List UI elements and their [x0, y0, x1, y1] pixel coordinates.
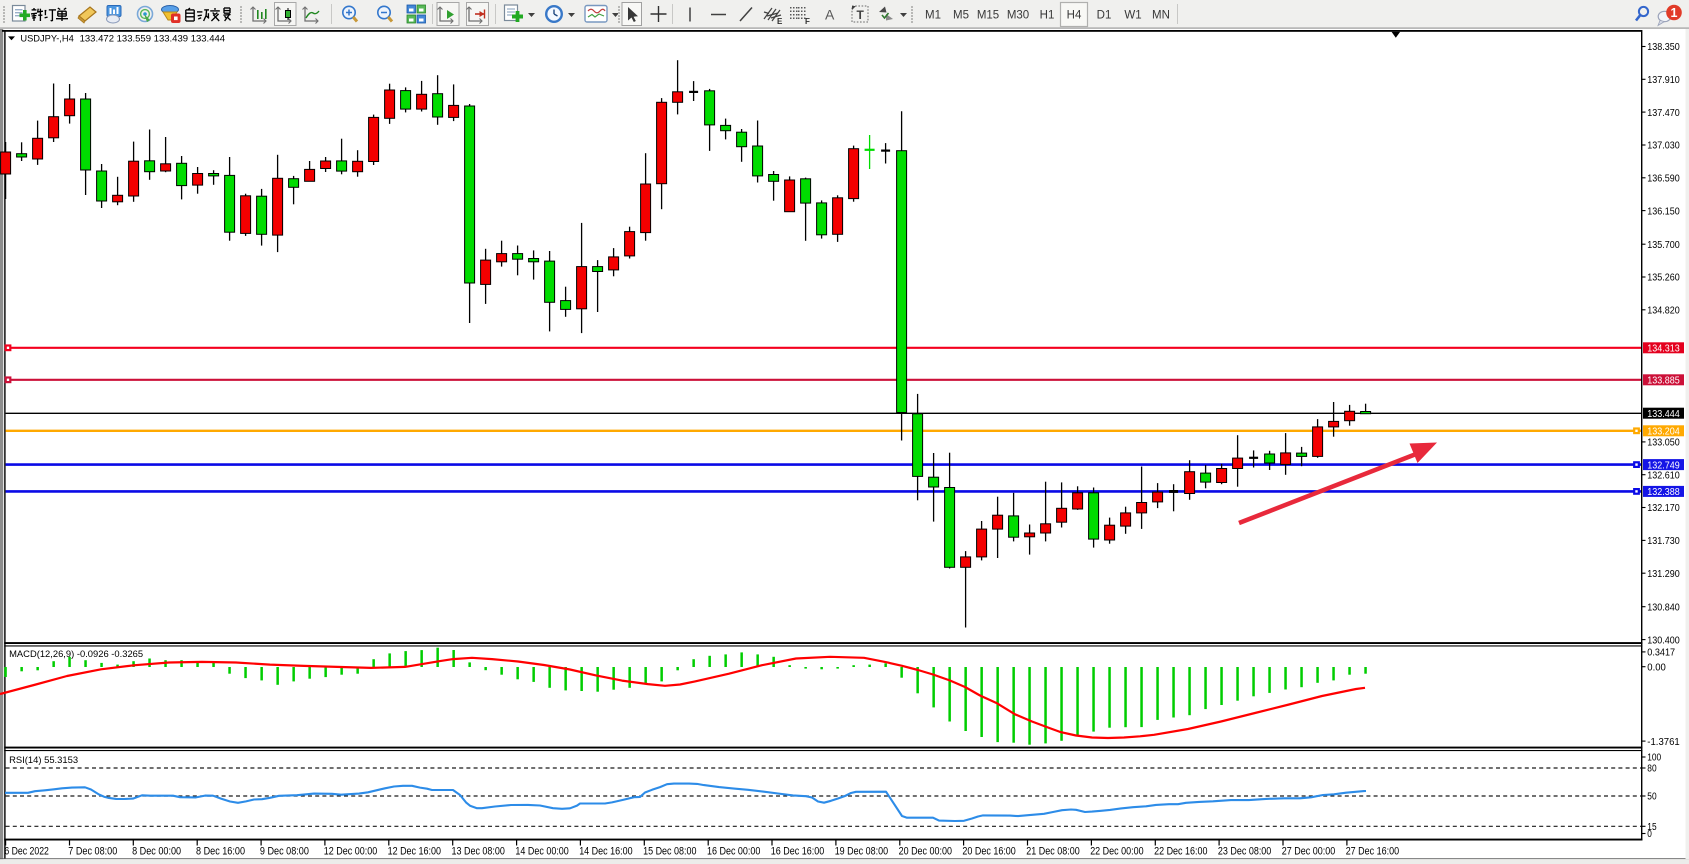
svg-text:15: 15: [1647, 822, 1657, 833]
svg-text:W1: W1: [1124, 10, 1141, 22]
svg-text:MN: MN: [1152, 10, 1170, 22]
svg-text:27 Dec 16:00: 27 Dec 16:00: [1346, 846, 1399, 858]
svg-text:136.150: 136.150: [1647, 206, 1680, 217]
svg-text:0: 0: [1647, 829, 1652, 840]
svg-text:133.444: 133.444: [1647, 409, 1680, 420]
svg-text:133.472 133.559 133.439 133.44: 133.472 133.559 133.439 133.444: [80, 34, 226, 44]
svg-text:134.313: 134.313: [1647, 344, 1680, 355]
svg-text:6 Dec 2022: 6 Dec 2022: [4, 846, 49, 858]
svg-text:F: F: [805, 17, 810, 26]
svg-text:12 Dec 16:00: 12 Dec 16:00: [388, 846, 441, 858]
svg-text:H4: H4: [1067, 10, 1082, 22]
svg-text:27 Dec 00:00: 27 Dec 00:00: [1282, 846, 1335, 858]
svg-text:133.885: 133.885: [1647, 376, 1680, 387]
svg-text:133.050: 133.050: [1647, 438, 1680, 449]
svg-text:135.700: 135.700: [1647, 240, 1680, 251]
svg-text:A: A: [825, 7, 835, 23]
svg-text:MACD(12,26,9) -0.0926 -0.3265: MACD(12,26,9) -0.0926 -0.3265: [9, 649, 143, 659]
svg-text:-1.3761: -1.3761: [1647, 737, 1680, 748]
svg-text:8 Dec 00:00: 8 Dec 00:00: [132, 846, 181, 858]
svg-text:100: 100: [1647, 753, 1661, 764]
svg-text:0.00: 0.00: [1647, 662, 1666, 673]
svg-text:E: E: [777, 17, 783, 26]
svg-text:20 Dec 16:00: 20 Dec 16:00: [962, 846, 1015, 858]
svg-text:131.290: 131.290: [1647, 569, 1680, 580]
svg-text:134.820: 134.820: [1647, 306, 1680, 317]
svg-text:21 Dec 08:00: 21 Dec 08:00: [1026, 846, 1079, 858]
svg-text:14 Dec 00:00: 14 Dec 00:00: [515, 846, 568, 858]
svg-text:14 Dec 16:00: 14 Dec 16:00: [579, 846, 632, 858]
svg-text:137.470: 137.470: [1647, 108, 1680, 119]
svg-text:131.730: 131.730: [1647, 536, 1680, 547]
svg-text:0.3417: 0.3417: [1647, 648, 1675, 659]
svg-text:1: 1: [1671, 6, 1678, 20]
svg-text:137.030: 137.030: [1647, 141, 1680, 152]
svg-text:132.749: 132.749: [1647, 460, 1680, 471]
svg-text:15 Dec 08:00: 15 Dec 08:00: [643, 846, 696, 858]
svg-text:20 Dec 00:00: 20 Dec 00:00: [899, 846, 952, 858]
svg-text:M30: M30: [1007, 10, 1029, 22]
svg-text:136.590: 136.590: [1647, 174, 1680, 185]
svg-text:USDJPY-,H4: USDJPY-,H4: [20, 34, 73, 44]
svg-text:RSI(14) 55.3153: RSI(14) 55.3153: [9, 755, 78, 765]
svg-text:23 Dec 08:00: 23 Dec 08:00: [1218, 846, 1271, 858]
svg-text:132.610: 132.610: [1647, 470, 1680, 481]
svg-text:D1: D1: [1097, 10, 1112, 22]
svg-text:M1: M1: [925, 10, 941, 22]
svg-text:132.388: 132.388: [1647, 487, 1680, 498]
svg-text:132.170: 132.170: [1647, 503, 1680, 514]
svg-text:H1: H1: [1040, 10, 1055, 22]
svg-text:138.350: 138.350: [1647, 42, 1680, 53]
svg-text:7 Dec 08:00: 7 Dec 08:00: [68, 846, 117, 858]
svg-text:137.910: 137.910: [1647, 75, 1680, 86]
svg-text:13 Dec 08:00: 13 Dec 08:00: [452, 846, 505, 858]
svg-text:M15: M15: [977, 10, 999, 22]
svg-text:133.204: 133.204: [1647, 427, 1680, 438]
svg-text:8 Dec 16:00: 8 Dec 16:00: [196, 846, 245, 858]
svg-text:22 Dec 16:00: 22 Dec 16:00: [1154, 846, 1207, 858]
svg-text:135.260: 135.260: [1647, 273, 1680, 284]
svg-text:9 Dec 08:00: 9 Dec 08:00: [260, 846, 309, 858]
svg-text:130.840: 130.840: [1647, 602, 1680, 613]
svg-text:16 Dec 16:00: 16 Dec 16:00: [771, 846, 824, 858]
svg-text:M5: M5: [953, 10, 969, 22]
svg-text:16 Dec 00:00: 16 Dec 00:00: [707, 846, 760, 858]
svg-text:12 Dec 00:00: 12 Dec 00:00: [324, 846, 377, 858]
svg-text:130.400: 130.400: [1647, 635, 1680, 646]
svg-text:80: 80: [1647, 764, 1657, 775]
svg-text:T: T: [857, 8, 865, 22]
svg-text:22 Dec 00:00: 22 Dec 00:00: [1090, 846, 1143, 858]
svg-text:50: 50: [1647, 792, 1657, 803]
svg-text:19 Dec 08:00: 19 Dec 08:00: [835, 846, 888, 858]
